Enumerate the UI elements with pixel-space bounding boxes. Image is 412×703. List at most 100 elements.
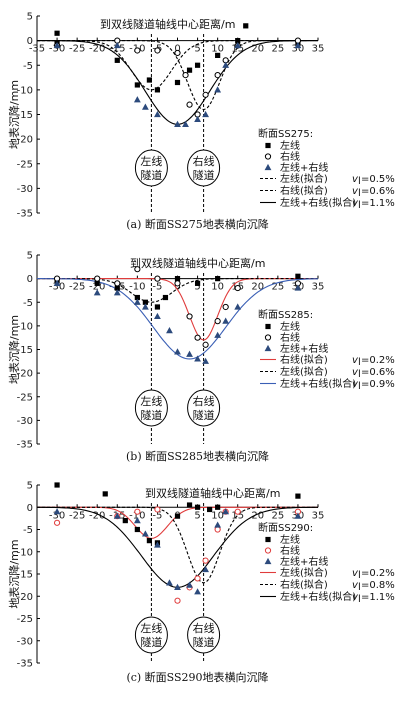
data-point [202,341,209,348]
data-point [53,41,61,49]
vl-subscript: l [358,176,361,187]
y-tick-label: -10 [17,547,33,558]
data-point [166,327,173,334]
legend-label: 左线+右线(拟合) [280,590,356,603]
x-tick-label: 35 [312,282,325,293]
tunnel-label: 隧道 [193,168,215,182]
vl-value: =0.6% [361,186,395,197]
data-point [53,279,61,286]
vl-subscript: l [358,188,361,199]
vl-subscript: l [358,582,361,593]
legend-label: 左线+右线 [280,342,328,355]
data-point [222,508,230,515]
data-point [194,115,201,123]
tunnel-outline [134,389,168,427]
figure-caption: (b) 断面SS285地表横向沉降 [126,449,269,463]
x-tick-label: -5 [152,510,162,521]
data-point [174,120,181,127]
data-point [54,482,60,488]
tunnel-label: 左线 [140,154,162,168]
data-point [174,276,181,282]
tunnel-outline [187,389,221,427]
data-point [141,303,149,310]
figure-caption: (c) 断面SS290地表横向沉降 [126,670,268,684]
y-tick-label: -25 [17,159,33,170]
data-point [174,597,181,604]
legend-label: 右线(拟合) [280,184,328,197]
x-tick-label: 25 [271,510,284,521]
y-tick-label: -5 [23,61,33,72]
data-point [194,575,201,582]
y-tick-label: -5 [23,525,33,536]
x-tick-label: 20 [251,282,264,293]
data-point [133,96,141,103]
vl-subscript: l [358,570,361,581]
x-tick-label: -25 [69,282,85,293]
data-point [234,41,242,49]
data-point [243,23,249,29]
vl-symbol: v [352,592,359,603]
data-point [113,512,121,519]
y-tick-label: 5 [27,12,33,23]
y-tick-label: -30 [17,184,33,195]
x-tick-label: 25 [271,282,284,293]
data-point [186,101,193,108]
legend-label: 右线 [280,544,300,557]
tunnel-label: 隧道 [193,408,215,422]
data-point [154,312,161,320]
data-point [54,30,60,36]
x-tick-label: 5 [194,44,200,55]
tunnel-outline [187,149,221,187]
data-point [202,357,209,364]
data-point [154,110,161,118]
data-point [215,504,221,510]
fit-curve [37,278,318,360]
x-tick-label: 10 [211,510,224,521]
data-point [134,47,141,54]
tunnel-outline [134,616,168,654]
y-tick-label: -25 [17,614,33,625]
data-point [202,110,209,118]
data-point [134,508,141,515]
tunnel-label: 左线 [140,621,162,635]
legend-marker [264,344,272,352]
vl-symbol: v [352,355,359,366]
legend-label: 右线 [280,150,300,163]
data-point [194,504,201,510]
x-tick-label: -25 [69,510,85,521]
legend-title: 断面SS275: [258,127,313,140]
legend-marker [264,153,272,160]
x-tick-label: -35 [29,44,45,55]
y-axis-label: 地表沉降/mm [7,539,21,608]
x-tick-label: 35 [312,44,325,55]
data-point [53,508,61,515]
data-point [141,530,149,537]
data-point [222,303,229,311]
x-tick-label: 10 [211,282,224,293]
data-point [214,331,222,338]
data-point [186,502,193,508]
y-tick-label: -15 [17,110,33,121]
vl-value: =0.2% [361,568,395,579]
vl-value: =0.8% [361,580,395,591]
vl-symbol: v [352,580,359,591]
x-tick-label: 10 [211,44,224,55]
vl-subscript: l [358,200,361,211]
data-point [133,298,141,305]
legend-label: 右线(拟合) [280,353,328,366]
vl-symbol: v [352,568,359,579]
legend-label: 左线+右线 [280,555,328,568]
y-tick-label: 0 [27,503,33,514]
data-point [154,275,161,282]
vl-symbol: v [352,174,359,185]
x-tick-label: -25 [69,44,85,55]
data-point [146,77,152,83]
data-point [114,57,120,63]
vl-symbol: v [352,186,359,197]
x-tick-label: -20 [89,44,105,55]
legend-label: 右线 [280,331,300,344]
legend-marker [264,547,272,554]
data-point [174,513,181,519]
data-point [154,47,161,54]
